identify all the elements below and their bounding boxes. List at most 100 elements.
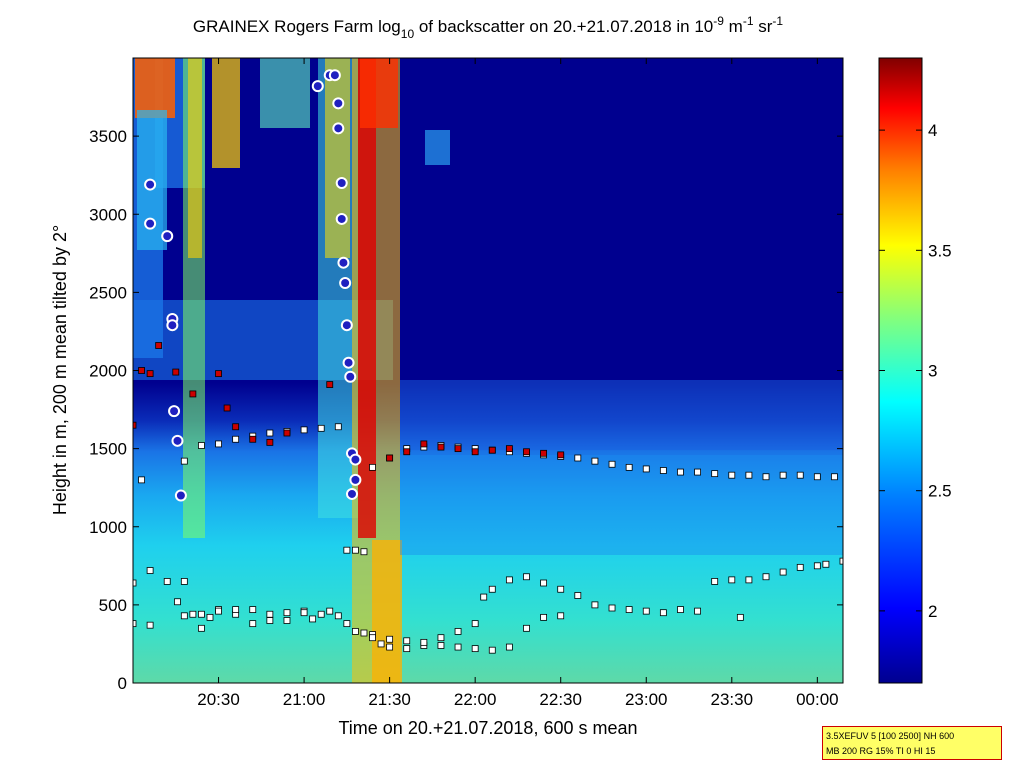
info-box: 3.5XEFUV 5 [100 2500] NH 600 MB 200 RG 1…	[822, 726, 1002, 760]
layer-marker-square	[309, 615, 317, 623]
heatmap-column-6-core	[358, 58, 376, 538]
layer-marker-square	[488, 585, 496, 593]
layer-marker-square	[540, 613, 548, 621]
colorbar-ticks: 2 2.5 3 3.5 4	[879, 121, 952, 621]
layer-marker-circle	[161, 230, 174, 243]
layer-marker-circle	[335, 177, 348, 189]
layer-marker-square	[283, 609, 291, 617]
layer-marker-square	[189, 610, 197, 618]
layer-marker-square	[796, 471, 804, 479]
y-tick-label: 3000	[89, 205, 127, 224]
x-tick-label: 00:00	[796, 690, 839, 709]
x-tick-label: 22:00	[454, 690, 497, 709]
layer-marker-square	[471, 645, 479, 653]
layer-marker-square	[133, 579, 137, 587]
layer-marker-square	[317, 610, 325, 618]
layer-marker-circle	[166, 319, 179, 332]
heatmap-column-6-top	[360, 58, 398, 128]
x-tick-label: 21:00	[283, 690, 326, 709]
layer-marker-square	[625, 463, 633, 471]
layer-marker-circle	[332, 122, 345, 135]
layer-marker-square	[232, 423, 240, 431]
x-tick-label: 21:30	[368, 690, 411, 709]
layer-marker-square	[198, 610, 205, 618]
layer-marker-square	[317, 424, 325, 432]
layer-marker-circle	[339, 277, 352, 289]
colorbar-tick-label: 2.5	[928, 482, 952, 501]
layer-marker-square	[454, 445, 462, 453]
layer-marker-square	[249, 620, 257, 628]
layer-marker-square	[659, 467, 667, 474]
layer-marker-square	[822, 560, 830, 568]
layer-marker-square	[352, 546, 359, 554]
layer-marker-square	[180, 578, 188, 585]
y-axis-ticks: 0 500 1000 1500 2000 2500 3000 3500	[89, 127, 843, 693]
x-tick-label: 22:30	[539, 690, 582, 709]
layer-marker-square	[762, 473, 770, 481]
colorbar-tick-label: 3	[928, 362, 937, 381]
layer-marker-square	[608, 460, 616, 468]
layer-marker-square	[138, 367, 145, 374]
layer-marker-square	[488, 446, 496, 454]
heatmap-column-4	[260, 58, 310, 128]
layer-marker-square	[642, 465, 650, 473]
layer-marker-square	[360, 629, 368, 637]
colorbar-tick-label: 2	[928, 602, 937, 621]
layer-marker-circle	[174, 489, 187, 502]
layer-marker-square	[146, 621, 154, 629]
layer-marker-circle	[144, 178, 157, 191]
layer-marker-circle	[349, 473, 362, 486]
layer-marker-square	[403, 637, 411, 645]
layer-marker-square	[779, 471, 787, 479]
x-tick-label: 23:30	[711, 690, 754, 709]
layer-marker-square	[591, 457, 599, 465]
layer-marker-square	[574, 454, 582, 462]
layer-marker-square	[831, 473, 838, 481]
layer-marker-square	[591, 601, 599, 609]
y-tick-label: 1500	[89, 440, 127, 459]
layer-marker-square	[420, 440, 428, 448]
heatmap-column-5b	[325, 58, 350, 258]
layer-marker-square	[326, 381, 334, 388]
x-tick-label: 20:30	[197, 690, 240, 709]
layer-marker-square	[574, 592, 582, 599]
layer-marker-square	[334, 423, 342, 431]
layer-marker-square	[266, 617, 274, 624]
layer-marker-square	[728, 471, 736, 479]
heatmap-column-6-base	[372, 540, 402, 683]
layer-marker-square	[523, 573, 530, 581]
layer-marker-square	[796, 563, 804, 571]
layer-marker-square	[488, 646, 496, 654]
layer-markers	[133, 69, 843, 654]
layer-marker-square	[557, 451, 565, 459]
layer-marker-square	[300, 426, 308, 434]
layer-marker-square	[138, 476, 145, 484]
layer-marker-square	[386, 454, 394, 462]
layer-marker-square	[163, 578, 171, 585]
layer-marker-square	[386, 643, 394, 651]
layer-marker-square	[677, 606, 684, 613]
y-tick-label: 2000	[89, 362, 127, 381]
layer-marker-square	[694, 468, 701, 476]
colorbar-tick-label: 4	[928, 121, 937, 140]
layer-marker-square	[133, 620, 137, 628]
info-line-2: MB 200 RG 15% TI 0 HI 15	[826, 746, 936, 756]
y-axis-label: Height in m, 200 m mean tilted by 2°	[50, 225, 70, 515]
layer-marker-square	[480, 593, 488, 601]
layer-marker-square	[711, 470, 719, 478]
layer-marker-square	[454, 643, 462, 651]
layer-marker-square	[523, 624, 530, 632]
layer-marker-square	[403, 448, 411, 456]
layer-marker-square	[223, 404, 231, 412]
layer-marker-square	[471, 448, 479, 456]
x-axis-label: Time on 20.+21.07.2018, 600 s mean	[338, 718, 637, 738]
layer-marker-square	[326, 607, 334, 615]
layer-marker-square	[471, 620, 479, 628]
heatmap-column-2b	[188, 58, 202, 258]
layer-marker-square	[232, 435, 240, 443]
layer-marker-square	[608, 604, 616, 612]
layer-marker-square	[172, 368, 180, 376]
layer-marker-square	[505, 643, 513, 651]
layer-marker-circle	[144, 217, 157, 230]
layer-marker-square	[343, 546, 351, 554]
